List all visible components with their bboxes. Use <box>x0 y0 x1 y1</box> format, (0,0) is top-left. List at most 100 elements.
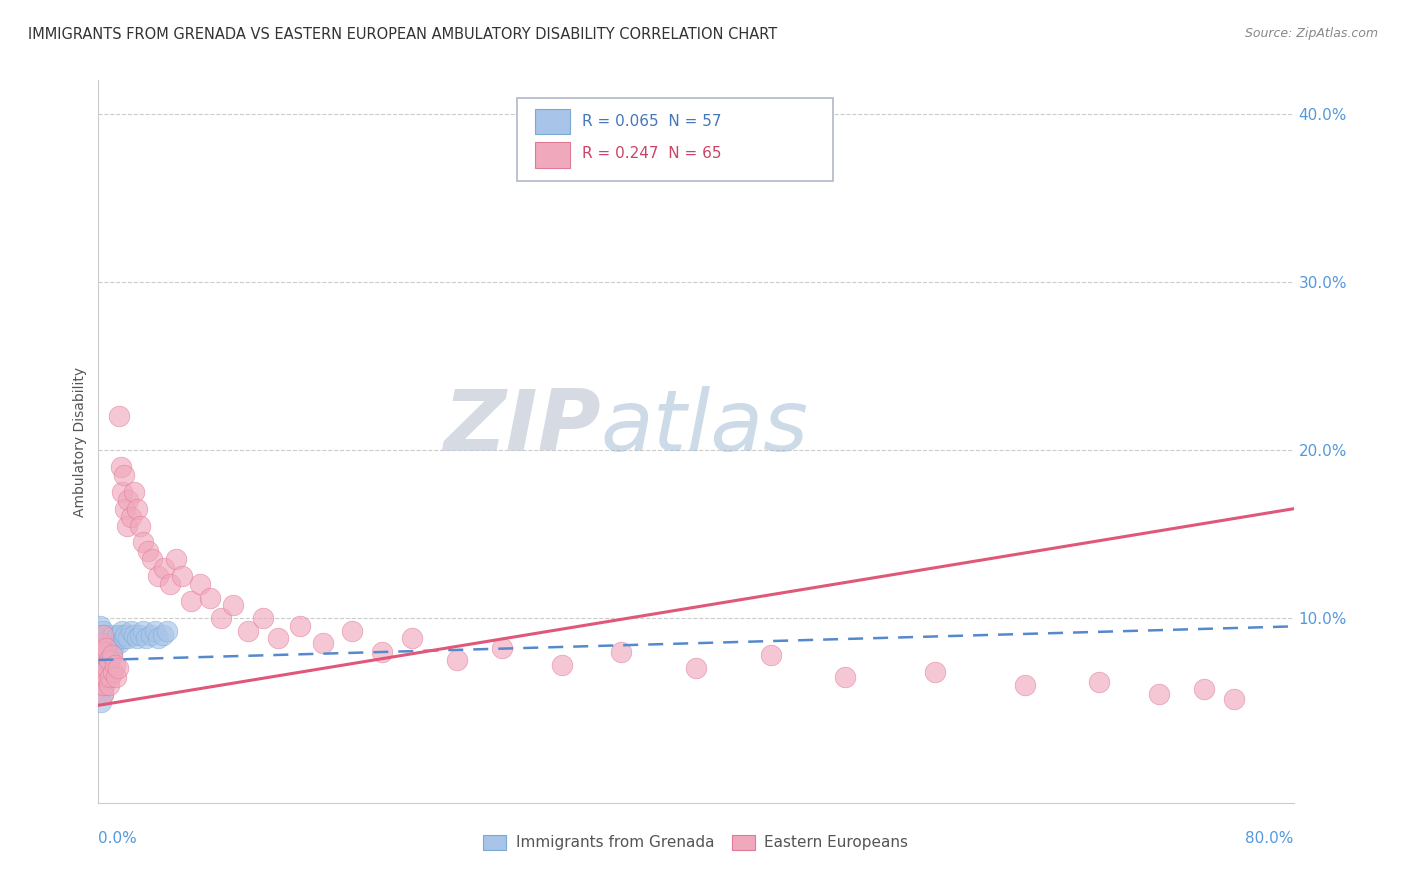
Point <box>924 665 946 679</box>
Point <box>98 636 122 650</box>
Point <box>834 670 856 684</box>
Point <box>120 624 142 639</box>
Point <box>89 687 111 701</box>
Point <box>112 468 135 483</box>
Point <box>267 631 290 645</box>
Point <box>252 611 274 625</box>
Point <box>96 661 118 675</box>
Point <box>200 591 222 605</box>
Point <box>98 670 122 684</box>
Point <box>105 631 128 645</box>
Point <box>94 641 117 656</box>
Point <box>120 510 142 524</box>
Point <box>89 644 111 658</box>
Point <box>90 628 112 642</box>
Text: ZIP: ZIP <box>443 385 600 468</box>
Point <box>91 661 114 675</box>
Point <box>132 535 155 549</box>
Point <box>93 644 115 658</box>
Point <box>143 624 166 639</box>
Point <box>148 569 170 583</box>
Point <box>97 658 120 673</box>
Point <box>94 653 117 667</box>
Text: IMMIGRANTS FROM GRENADA VS EASTERN EUROPEAN AMBULATORY DISABILITY CORRELATION CH: IMMIGRANTS FROM GRENADA VS EASTERN EUROP… <box>28 27 778 42</box>
Point <box>156 624 179 639</box>
Point <box>108 409 131 424</box>
Text: 80.0%: 80.0% <box>1246 830 1294 846</box>
Point <box>97 653 120 667</box>
Point <box>110 459 132 474</box>
Point <box>90 678 112 692</box>
Point <box>1192 681 1215 696</box>
Point <box>91 628 114 642</box>
Point <box>371 644 394 658</box>
Point <box>90 661 112 675</box>
Point <box>110 628 132 642</box>
Point <box>94 670 117 684</box>
Point <box>98 653 122 667</box>
Point <box>311 636 333 650</box>
Point <box>222 598 245 612</box>
Point <box>97 631 120 645</box>
Point <box>90 636 112 650</box>
Point <box>89 678 111 692</box>
Text: atlas: atlas <box>600 385 808 468</box>
Point <box>107 661 129 675</box>
Point <box>89 619 111 633</box>
Point <box>141 552 163 566</box>
Point <box>103 641 125 656</box>
Point <box>114 628 136 642</box>
Point <box>129 518 152 533</box>
Point <box>93 661 115 675</box>
Point <box>117 631 139 645</box>
Point <box>105 670 128 684</box>
Point <box>610 644 633 658</box>
Text: 0.0%: 0.0% <box>98 830 138 846</box>
Point <box>96 641 118 656</box>
Point <box>115 518 138 533</box>
Point <box>172 569 194 583</box>
Point <box>1223 691 1246 706</box>
Point <box>89 644 111 658</box>
Point <box>96 661 118 675</box>
Point <box>117 493 139 508</box>
Point <box>153 560 176 574</box>
Point <box>111 485 134 500</box>
Text: R = 0.065  N = 57: R = 0.065 N = 57 <box>582 114 721 129</box>
Bar <box>534 109 571 135</box>
Point <box>124 628 146 642</box>
Point <box>165 552 187 566</box>
FancyBboxPatch shape <box>517 98 834 181</box>
Point <box>152 628 174 642</box>
Point <box>685 661 707 675</box>
Point <box>759 648 782 662</box>
Legend: Immigrants from Grenada, Eastern Europeans: Immigrants from Grenada, Eastern Europea… <box>478 829 914 856</box>
Point <box>180 594 202 608</box>
Point <box>93 628 115 642</box>
Point <box>89 636 111 650</box>
Point <box>93 678 115 692</box>
Point <box>446 653 468 667</box>
Point <box>129 628 152 642</box>
Point <box>94 636 117 650</box>
Point <box>342 624 364 639</box>
Point <box>188 577 211 591</box>
Point <box>108 636 131 650</box>
Point <box>91 687 114 701</box>
Point <box>114 501 136 516</box>
Bar <box>534 143 571 168</box>
Point <box>103 665 125 679</box>
Point <box>91 687 114 701</box>
Point <box>91 636 114 650</box>
Point <box>112 631 135 645</box>
Point <box>236 624 259 639</box>
Point <box>127 501 149 516</box>
Point <box>401 631 423 645</box>
Point <box>127 631 149 645</box>
Text: R = 0.247  N = 65: R = 0.247 N = 65 <box>582 146 721 161</box>
Point <box>104 636 127 650</box>
Point <box>97 678 120 692</box>
Point <box>90 695 112 709</box>
Point <box>89 653 111 667</box>
Point <box>136 543 159 558</box>
